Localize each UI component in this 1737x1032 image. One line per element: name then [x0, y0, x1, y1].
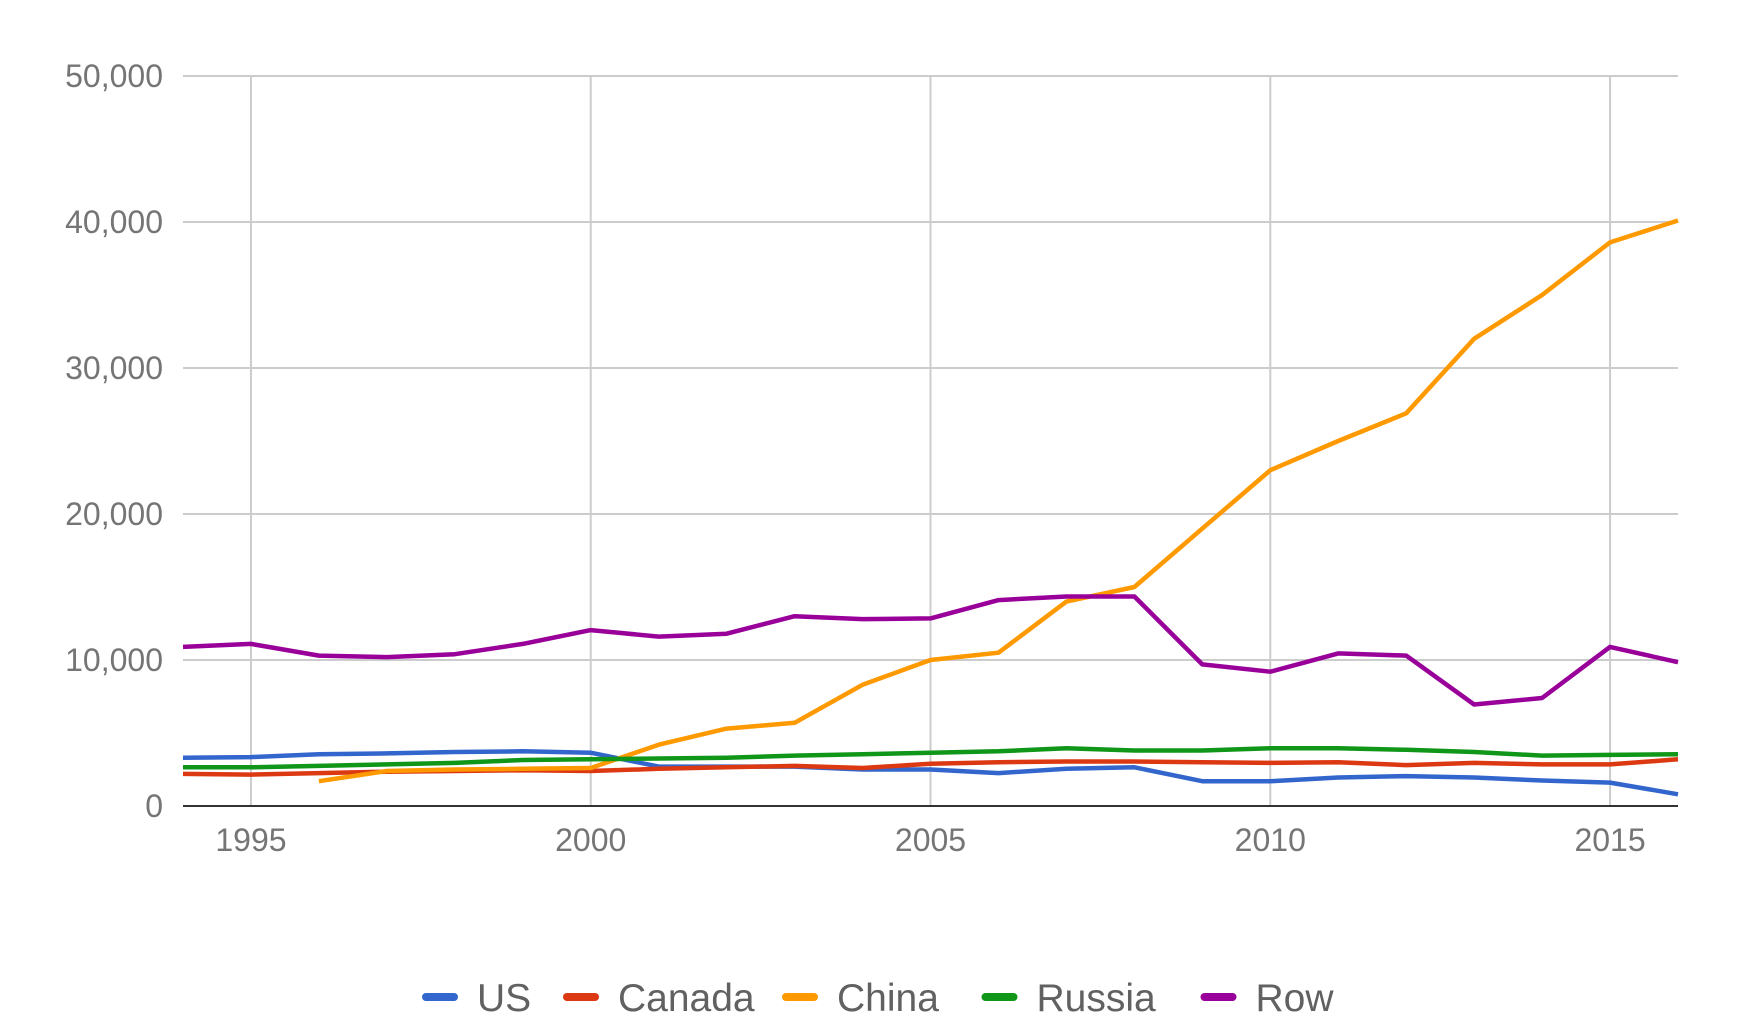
x-tick-label: 1995 [215, 822, 286, 858]
x-tick-label: 2015 [1574, 822, 1645, 858]
legend: US Canada China Russia Row [422, 977, 1335, 1020]
x-axis-tick-labels: 1995 2000 2005 2010 2015 [215, 822, 1645, 858]
legend-label: US [477, 977, 531, 1020]
legend-item-russia[interactable]: Russia [981, 977, 1157, 1020]
legend-item-china[interactable]: China [782, 977, 939, 1020]
y-tick-label: 40,000 [65, 204, 163, 240]
legend-item-us[interactable]: US [422, 977, 531, 1020]
x-tick-label: 2010 [1235, 822, 1306, 858]
y-tick-label: 30,000 [65, 350, 163, 386]
x-tick-label: 2000 [555, 822, 626, 858]
y-axis-tick-labels: 0 10,000 20,000 30,000 40,000 50,000 [65, 58, 163, 824]
x-tick-label: 2005 [895, 822, 966, 858]
y-tick-label: 20,000 [65, 496, 163, 532]
series-line-china [318, 218, 1679, 784]
y-tick-label: 0 [145, 788, 163, 824]
legend-label: Canada [618, 977, 755, 1020]
y-tick-label: 10,000 [65, 642, 163, 678]
legend-item-row[interactable]: Row [1200, 977, 1335, 1020]
legend-label: Russia [1037, 977, 1157, 1020]
y-tick-label: 50,000 [65, 58, 163, 94]
series-line-russia [183, 746, 1679, 770]
legend-label: China [837, 977, 939, 1020]
series-lines [182, 218, 1679, 797]
series-line-row [182, 594, 1679, 707]
legend-label: Row [1256, 977, 1335, 1020]
series-line-us [182, 749, 1679, 797]
legend-item-canada[interactable]: Canada [563, 977, 755, 1020]
x-gridlines [249, 76, 1612, 806]
